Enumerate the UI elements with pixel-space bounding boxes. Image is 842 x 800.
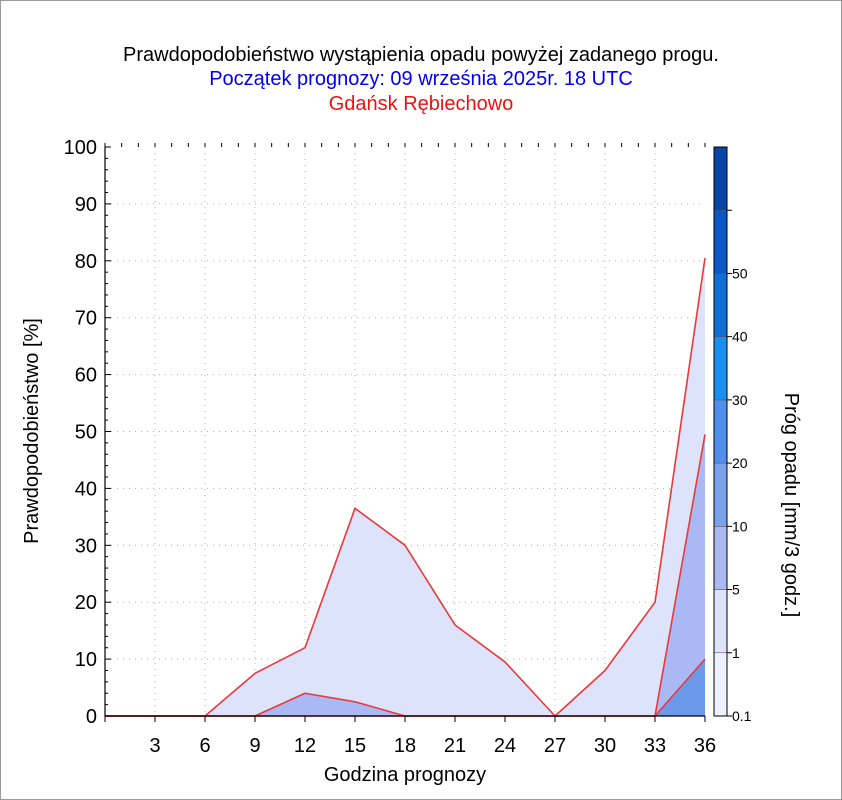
colorbar-tick-label: 20	[732, 455, 748, 471]
y-tick-label: 60	[75, 365, 97, 387]
y-axis-ticks: 0 10 20 30 40 50 60 70 80 90 100	[64, 137, 97, 728]
y-axis-label: Prawdopodobieństwo [%]	[21, 318, 43, 544]
x-tick-label: 27	[544, 735, 566, 757]
x-tick-label: 30	[594, 735, 616, 757]
colorbar-tick-label: 1	[732, 645, 740, 661]
x-tick-label: 18	[394, 735, 416, 757]
colorbar-band	[713, 589, 728, 654]
x-tick-label: 33	[644, 735, 666, 757]
x-axis-ticks: 3 6 9 12 15 18 21 24 27 30 33 36	[149, 735, 716, 757]
axes	[104, 143, 706, 722]
x-axis-label: Godzina prognozy	[324, 764, 486, 786]
chart-title: Prawdopodobieństwo wystąpienia opadu pow…	[123, 44, 719, 66]
forecast-start-subtitle: Początek prognozy: 09 września 2025r. 18…	[209, 68, 633, 90]
colorbar-band	[713, 399, 728, 464]
station-name: Gdańsk Rębiechowo	[328, 93, 514, 115]
colorbar-tick-label: 50	[732, 265, 748, 281]
y-tick-label: 50	[75, 422, 97, 444]
x-tick-label: 24	[494, 735, 516, 757]
x-tick-label: 36	[694, 735, 716, 757]
colorbar-band	[713, 652, 728, 717]
x-tick-label: 6	[199, 735, 210, 757]
colorbar-border	[713, 146, 728, 717]
colorbar-tick-label: 5	[732, 582, 740, 598]
colorbar-band	[713, 146, 728, 211]
colorbar-tick-label: 30	[732, 392, 748, 408]
x-tick-label: 21	[444, 735, 466, 757]
colorbar-band	[713, 209, 728, 274]
y-tick-label: 30	[75, 535, 97, 557]
y-tick-label: 20	[75, 592, 97, 614]
y-tick-label: 80	[75, 251, 97, 273]
x-tick-label: 3	[149, 735, 160, 757]
y-tick-label: 0	[86, 706, 97, 728]
x-tick-label: 9	[249, 735, 260, 757]
y-tick-label: 90	[75, 194, 97, 216]
colorbar-band	[713, 273, 728, 337]
x-tick-label: 12	[294, 735, 316, 757]
threshold-colorbar: 0.1 1 5 10 20 30 40 50	[713, 146, 752, 724]
probability-areas	[105, 257, 706, 717]
colorbar-band	[713, 462, 728, 527]
colorbar-label: Próg opadu [mm/3 godz.]	[780, 393, 802, 618]
colorbar-band	[713, 336, 728, 401]
y-tick-label: 70	[75, 308, 97, 330]
x-tick-label: 15	[344, 735, 366, 757]
colorbar-tick-label: 10	[732, 518, 748, 534]
colorbar-band	[713, 526, 728, 590]
colorbar-tick-label: 40	[732, 329, 748, 345]
y-tick-label: 100	[64, 137, 97, 159]
y-tick-label: 10	[75, 649, 97, 671]
area-threshold-0	[105, 257, 705, 716]
colorbar-tick-label: 0.1	[732, 708, 752, 724]
y-tick-label: 40	[75, 478, 97, 500]
